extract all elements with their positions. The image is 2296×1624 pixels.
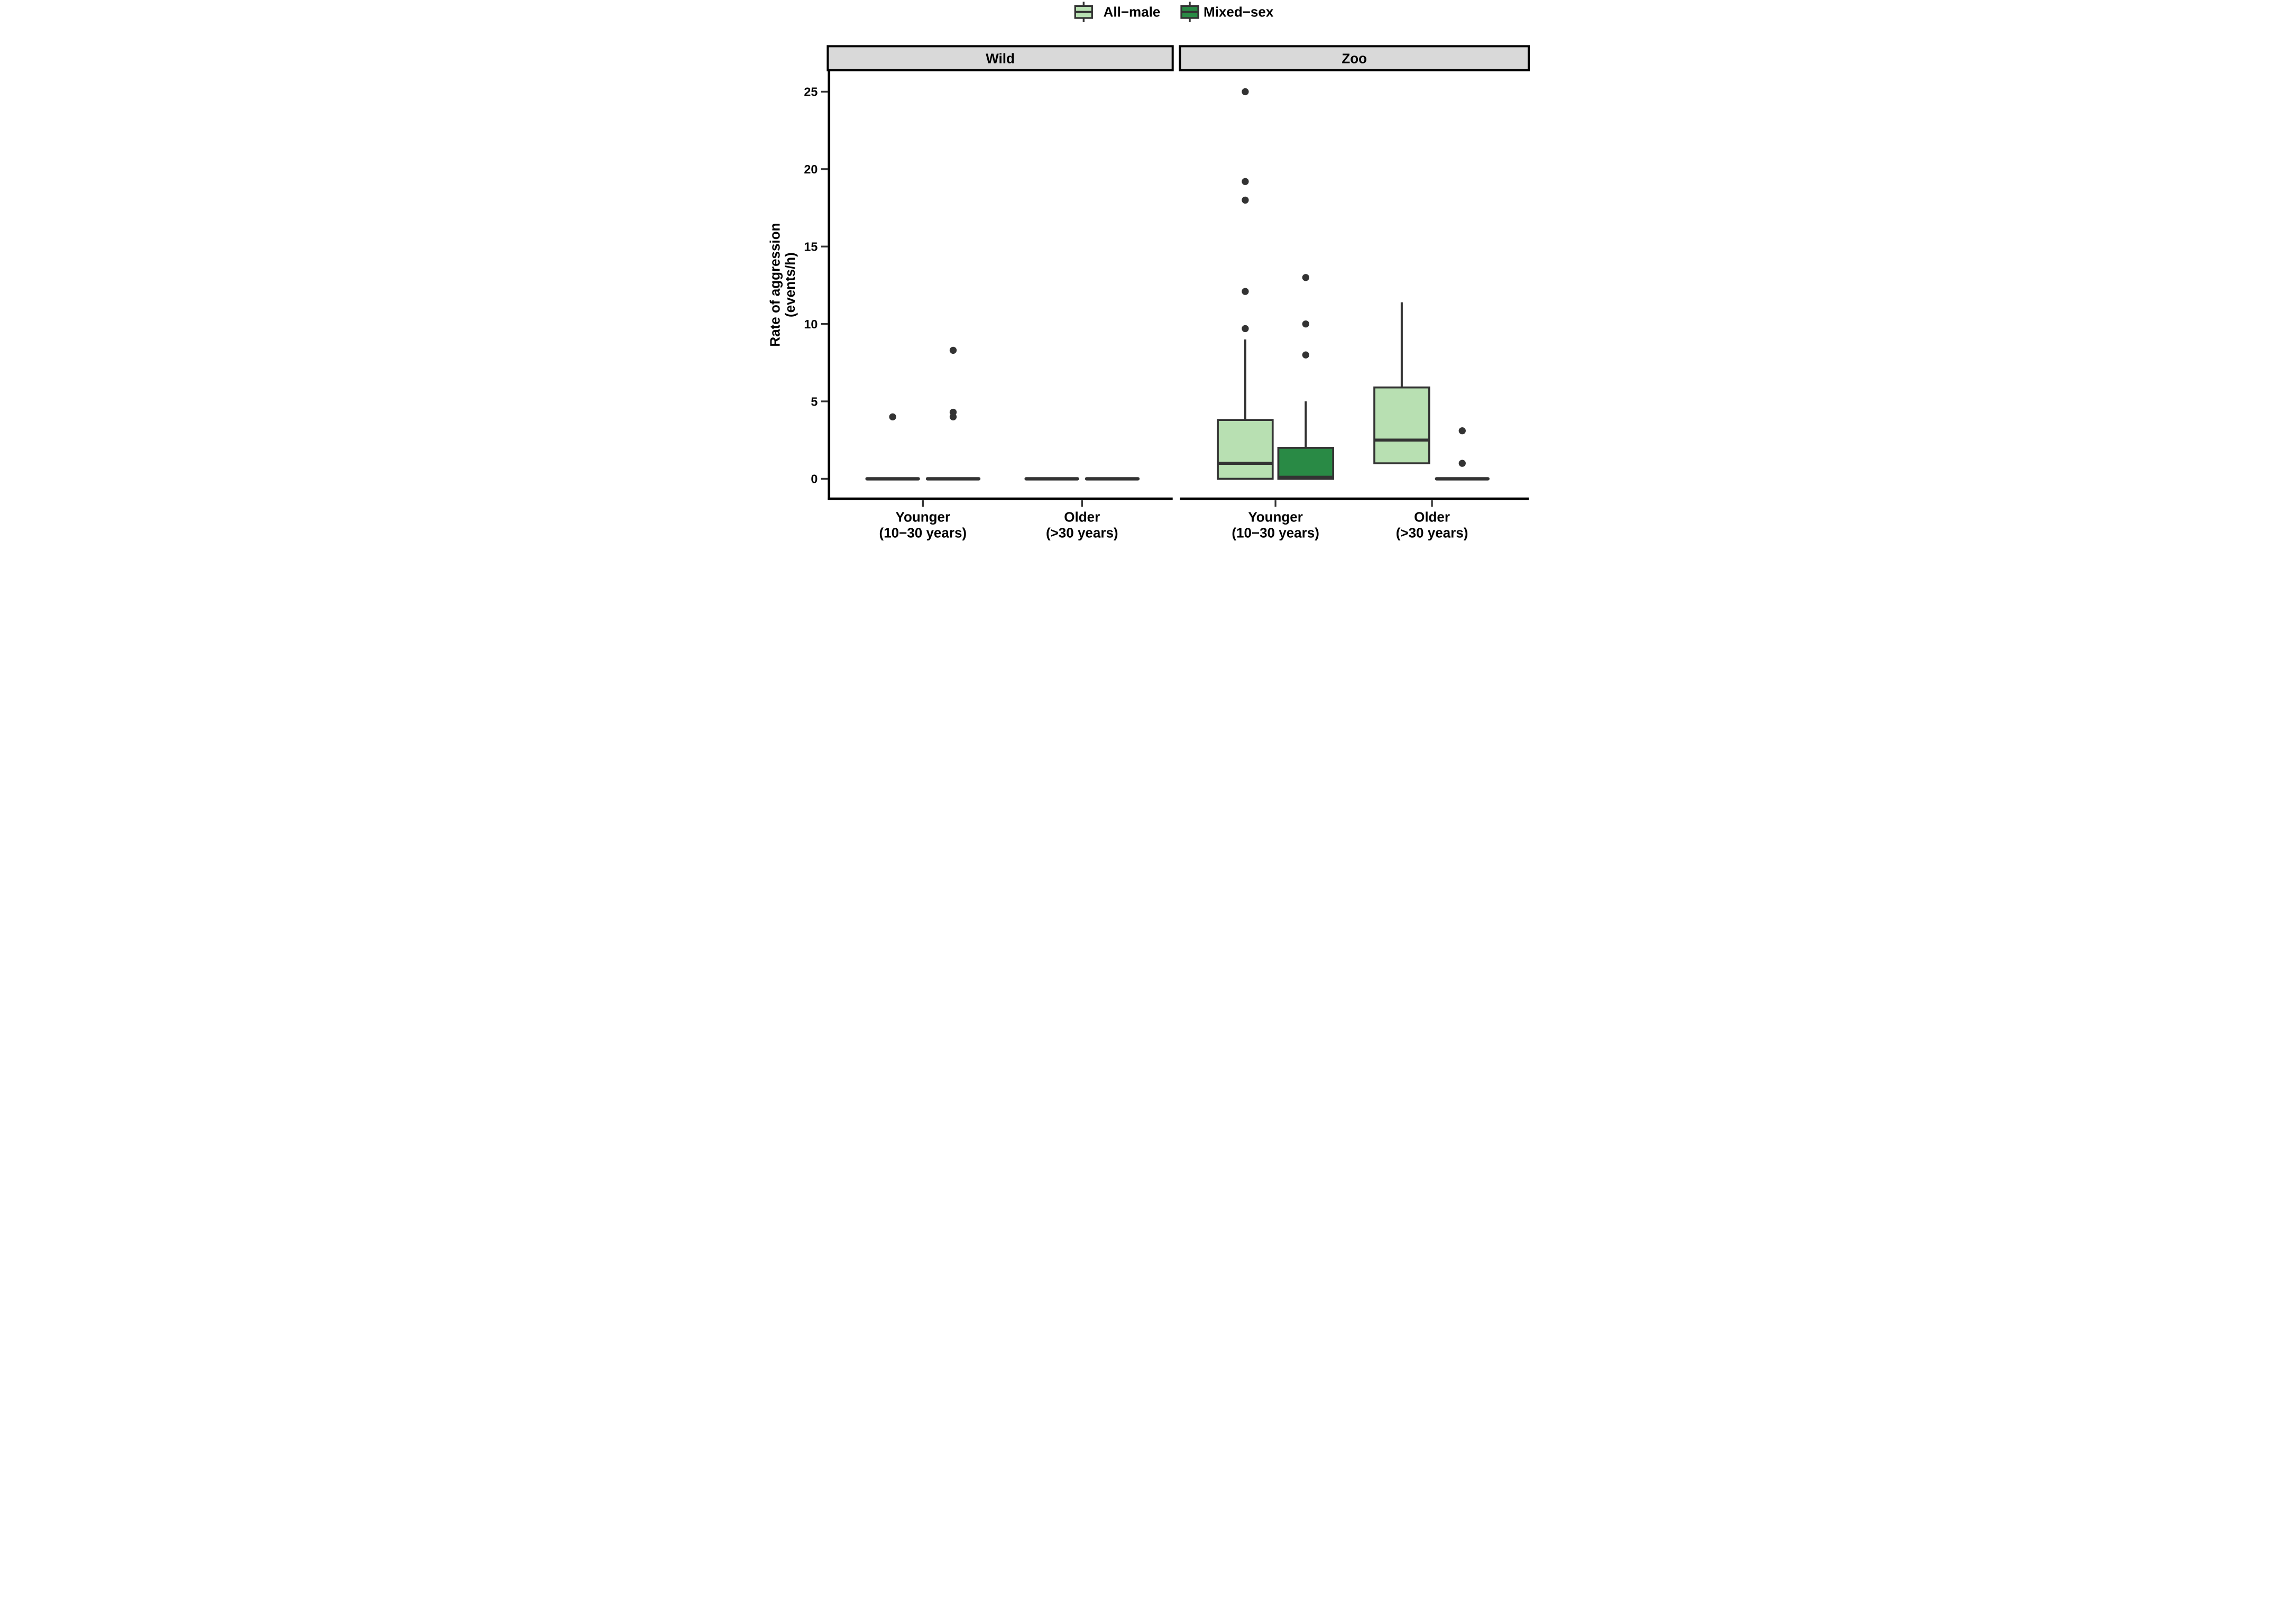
outlier-dot — [1458, 427, 1466, 435]
box — [1277, 447, 1334, 480]
outlier-dot — [889, 413, 896, 420]
y-axis-title-line2: (events/h) — [782, 252, 798, 317]
x-tick-label-line1: Younger — [896, 509, 951, 525]
y-tick-label: 0 — [811, 472, 818, 486]
outlier-dot — [1242, 196, 1249, 204]
x-tick-label-line2: (>30 years) — [1396, 525, 1468, 540]
aggression-boxplot-chart: All−male Mixed−sex Wild Zoo 0 5 10 15 20 25 Rate o… — [765, 0, 1531, 542]
outlier-dot — [1242, 88, 1249, 96]
x-tick-label-line2: (10−30 years) — [1232, 525, 1319, 540]
facet-strip-label: Zoo — [1342, 50, 1367, 66]
legend-label: Mixed−sex — [1204, 4, 1274, 20]
x-tick-label-line2: (10−30 years) — [879, 525, 967, 540]
y-axis-title-line1: Rate of aggression — [767, 223, 783, 347]
box — [1373, 386, 1430, 464]
outlier-dot — [1302, 320, 1309, 328]
y-tick-label: 25 — [804, 85, 818, 99]
legend-label: All−male — [1104, 4, 1161, 20]
y-tick-label: 15 — [804, 240, 818, 254]
y-tick-label: 20 — [804, 162, 818, 176]
outlier-dot — [1302, 351, 1309, 359]
outlier-dot — [949, 346, 957, 354]
x-tick-label-line2: (>30 years) — [1046, 525, 1118, 540]
facet-strip-label: Wild — [986, 50, 1015, 66]
outlier-dot — [1458, 460, 1466, 467]
facet-strip — [1179, 45, 1530, 71]
y-tick-label: 10 — [804, 317, 818, 331]
y-tick-label: 5 — [811, 394, 818, 408]
outlier-dot — [1302, 274, 1309, 281]
outlier-dot — [949, 413, 957, 420]
outlier-dot — [1242, 325, 1249, 333]
facet-strip — [826, 45, 1174, 71]
box — [1217, 419, 1274, 480]
outlier-dot — [1242, 288, 1249, 295]
outlier-dot — [1242, 178, 1249, 185]
x-tick-label-line1: Older — [1414, 509, 1450, 525]
boxplot-figure: All−male Mixed−sex Wild Zoo 0 5 10 15 20 25 Rate o… — [765, 0, 1531, 542]
x-tick-label-line1: Older — [1064, 509, 1100, 525]
x-tick-label-line1: Younger — [1248, 509, 1303, 525]
